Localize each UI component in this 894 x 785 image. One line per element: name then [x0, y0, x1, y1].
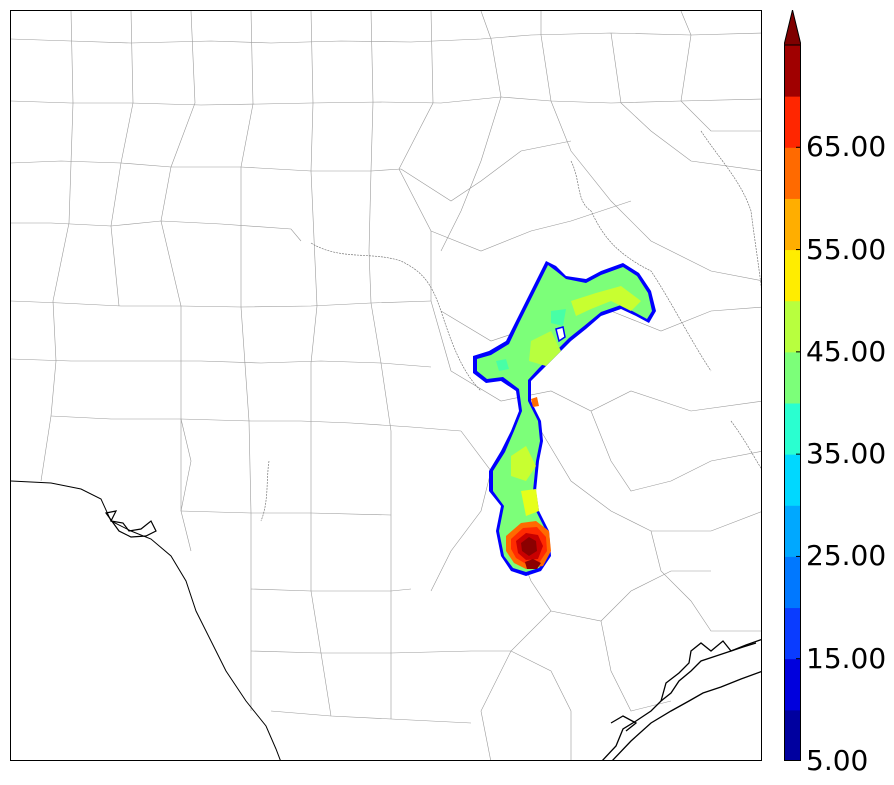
colorbar-segment — [784, 351, 801, 404]
colorbar — [784, 10, 801, 761]
colorbar-segment — [784, 556, 801, 609]
colorbar-tick-label: 5.00 — [806, 744, 869, 777]
river-lines — [260, 130, 761, 522]
colorbar-tick-label: 55.00 — [806, 232, 887, 266]
colorbar-segment — [784, 45, 801, 97]
colorbar-tick-label: 15.00 — [806, 641, 887, 675]
colorbar-segment — [784, 403, 801, 455]
colorbar-tick-label: 25.00 — [806, 539, 887, 573]
colorbar-segment — [784, 607, 801, 660]
colorbar-tick-label: 35.00 — [806, 437, 887, 471]
colorbar-segment — [784, 658, 801, 711]
colorbar-segment — [784, 709, 801, 761]
state-border — [11, 480, 281, 760]
map-canvas — [11, 11, 761, 760]
colorbar-segment — [784, 300, 801, 353]
map-panel — [10, 10, 762, 761]
colorbar-segment — [784, 198, 801, 251]
plume-body — [477, 265, 652, 572]
colorbar-segment — [784, 147, 801, 199]
colorbar-segment — [784, 96, 801, 148]
colorbar-tick-label: 45.00 — [806, 334, 887, 368]
colorbar-extend-arrow — [784, 10, 801, 46]
colorbar-tick-label: 65.00 — [806, 130, 887, 164]
colorbar-border — [784, 44, 801, 761]
coastline — [601, 639, 761, 760]
concentration-plume — [473, 261, 656, 576]
colorbar-segment — [784, 505, 801, 557]
colorbar-segment — [784, 454, 801, 506]
colorbar-segment — [784, 249, 801, 302]
county-borders — [11, 11, 761, 760]
lake-outline — [104, 510, 157, 538]
